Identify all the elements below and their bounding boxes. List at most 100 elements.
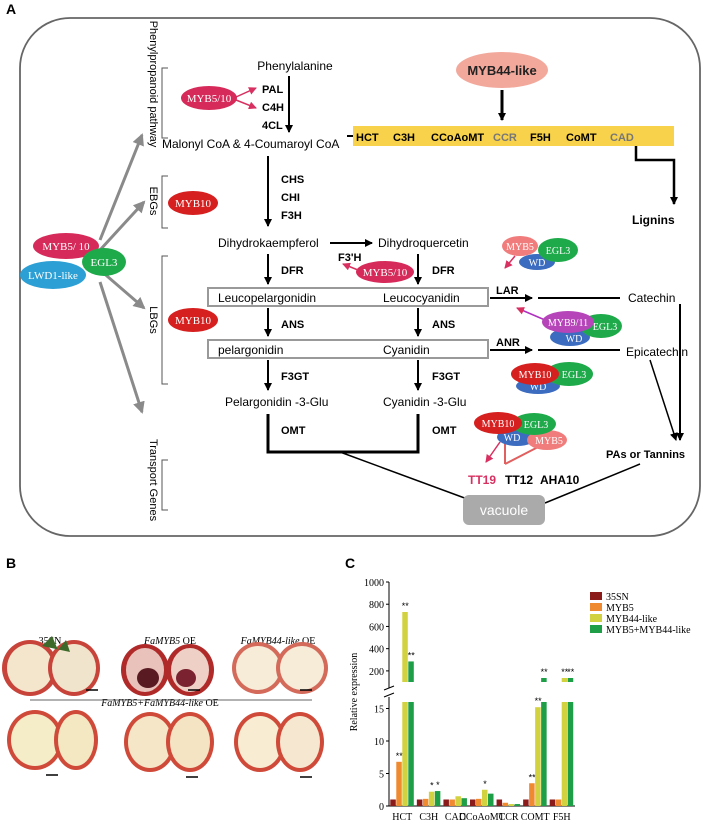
photo-double-2: [124, 712, 214, 778]
anthocyanidin-box: [207, 339, 489, 359]
bar: [455, 796, 461, 806]
myb10-lbg-label: MYB10: [175, 315, 212, 327]
bar-lower-segment: [561, 702, 568, 806]
arrow-lignin-lignins: [634, 146, 678, 205]
photo-famyb44: [232, 642, 328, 694]
anr-label: ANR: [496, 337, 520, 349]
epicatechin: Epicatechin: [626, 345, 688, 359]
bar-upper-segment: [561, 678, 568, 682]
bar: [396, 761, 402, 806]
line-epi-pas: [649, 359, 678, 441]
y-tick-label: 10: [374, 737, 384, 748]
y-tick-label: 15: [374, 705, 384, 716]
line-omt-vacuole: [339, 451, 471, 501]
c2-myb911-node: [542, 311, 594, 333]
bar-lower-segment: [541, 702, 547, 806]
c1-egl3-label: EGL3: [546, 246, 570, 257]
myb5-10-left-label: MYB5/ 10: [42, 241, 90, 253]
c4h-label: C4H: [262, 102, 284, 114]
c1-myb5-label: MYB5: [506, 242, 534, 253]
axis-break-1: [383, 685, 395, 691]
c4-wd-label: WD: [504, 433, 521, 444]
myb5-10-mid-node: [356, 261, 414, 283]
photo-double-3: [234, 712, 324, 778]
myb44-like-label: MYB44-like: [467, 63, 536, 78]
bar: [443, 799, 449, 806]
omt-bracket: [266, 414, 420, 454]
bar: [523, 799, 529, 806]
significance-mark: **: [408, 650, 416, 660]
y-tick-label: 200: [369, 667, 384, 678]
photo-label-famyb5: FaMYB5 OE: [143, 636, 196, 647]
myb44-like-node: [456, 52, 548, 88]
panel-a-frame: [19, 17, 701, 537]
legend-swatch: [590, 625, 602, 633]
side-brackets: [161, 67, 168, 511]
label-ebgs: EBGs: [147, 187, 159, 216]
c3-wd-label: WD: [530, 382, 547, 393]
leucopelargonidin: Leucopelargonidin: [218, 291, 316, 305]
panel-label-a: A: [6, 1, 16, 17]
lwd1-like-node: [20, 261, 86, 289]
omt-label-right: OMT: [432, 425, 457, 437]
lignin-gene-f5h: F5H: [530, 132, 551, 144]
leucocyanidin: Leucocyanidin: [383, 291, 460, 305]
c4-myb10-label: MYB10: [482, 419, 515, 430]
axis-break-2: [383, 692, 395, 698]
cyanidin-3-glu: Cyanidin -3-Glu: [383, 395, 466, 409]
label-transport-genes: Transport Genes: [147, 439, 159, 522]
legend-label: MYB5+MYB44-like: [606, 625, 691, 636]
f3ph-label: F3'H: [338, 252, 361, 264]
vacuole-box: [463, 495, 545, 525]
lar-label: LAR: [496, 285, 519, 297]
c2-egl3-label: EGL3: [593, 322, 617, 333]
c3-egl3-node: [545, 362, 593, 386]
significance-mark: **: [529, 772, 537, 782]
c3-myb10-node: [511, 363, 559, 385]
lignin-gene-comt: CoMT: [566, 132, 597, 144]
y-axis-label: Relative expression: [349, 653, 360, 732]
photo-35sn: [2, 636, 100, 696]
legend-swatch: [590, 614, 602, 622]
c4-egl3-node: [512, 413, 556, 435]
c3-myb10-label: MYB10: [519, 370, 552, 381]
f3h-label: F3H: [281, 210, 302, 222]
bar: [529, 783, 535, 806]
catechin: Catechin: [628, 291, 675, 305]
lignin-gene-hct: HCT: [356, 132, 379, 144]
c2-wd-node: [550, 328, 590, 346]
significance-mark: **: [561, 667, 569, 677]
grey-arrows: [98, 133, 146, 414]
c2-wd-label: WD: [566, 334, 583, 345]
tt12-label: TT12: [505, 473, 533, 487]
arrow-myb-pal: [235, 87, 257, 98]
dfr-label-left: DFR: [281, 265, 304, 277]
myb5-10-mid-label: MYB5/10: [363, 267, 408, 279]
bar: [482, 789, 488, 806]
ans-label-right: ANS: [432, 319, 455, 331]
line-pas-vacuole: [544, 463, 641, 504]
myb10-ebg-node: [168, 191, 218, 215]
bar: [449, 799, 455, 806]
bar-upper-segment: [402, 612, 408, 682]
significance-mark: **: [567, 667, 575, 677]
lignin-gene-cad: CAD: [610, 132, 634, 144]
y-tick-label: 1000: [364, 578, 384, 589]
bar-upper-segment: [567, 678, 574, 682]
myb10-lbg-node: [168, 308, 218, 332]
photo-double-1: [7, 710, 98, 776]
bar: [508, 804, 515, 806]
bar: [416, 799, 423, 806]
significance-mark: *: [430, 781, 434, 791]
significance-mark: *: [483, 779, 487, 789]
arrow-c2: [516, 307, 546, 321]
tt19-label: TT19: [468, 473, 496, 487]
x-tick-label: COMT: [521, 812, 550, 823]
significance-mark: **: [541, 667, 549, 677]
pelargonidin-3-glu: Pelargonidin -3-Glu: [225, 395, 328, 409]
f3gt-label-right: F3GT: [432, 371, 460, 383]
bar: [514, 804, 521, 806]
dihydroquercetin: Dihydroquercetin: [378, 236, 469, 250]
bar: [549, 799, 556, 806]
